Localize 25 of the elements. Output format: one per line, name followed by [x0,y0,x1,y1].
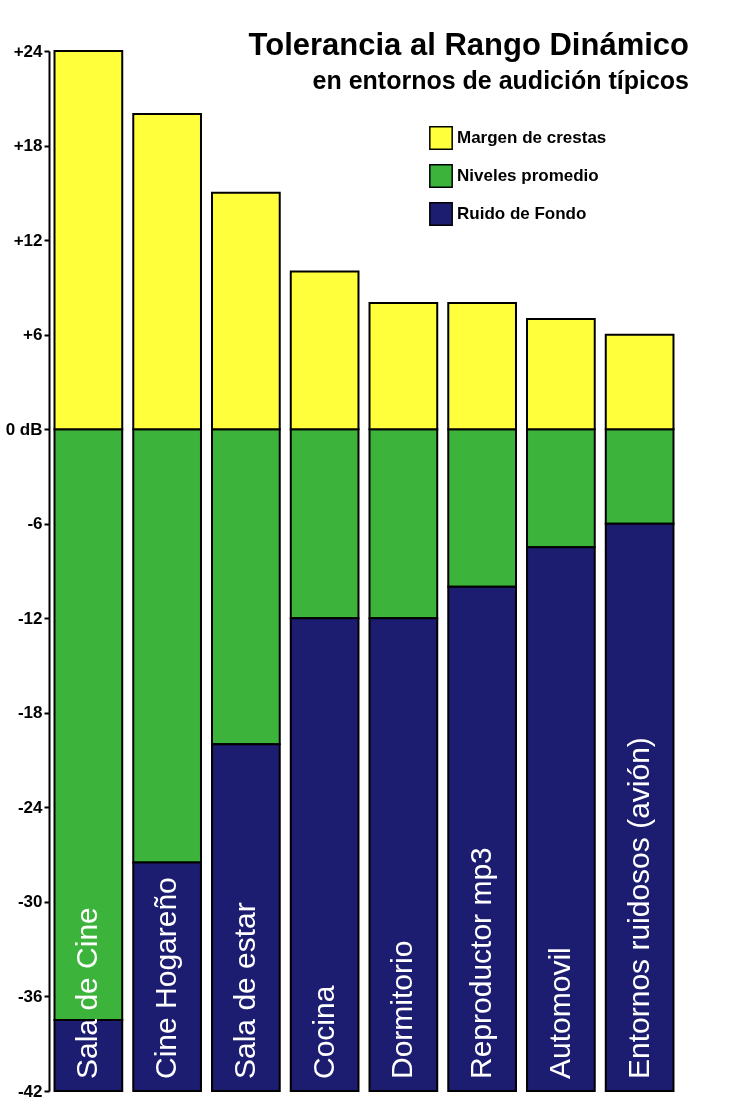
x-tick-label: Cocina [306,985,340,1079]
y-tick-label: -42 [17,1081,43,1099]
y-tick-label: +24 [13,41,44,61]
y-tick-label: -36 [17,986,43,1006]
y-tick-label: -18 [17,703,43,723]
y-tick-label: -24 [17,797,44,817]
y-tick-label: -30 [17,892,43,912]
text: en entornos de audición típicos [312,66,689,94]
x-tick-label: Cine Hogareño [149,877,183,1079]
y-tick-label: +6 [23,325,43,345]
legend-label: Niveles promedio [457,166,599,185]
x-tick-label: Sala de estar [227,902,261,1079]
x-tick-label: Reproductor mp3 [464,847,498,1079]
chart-title: Tolerancia al Rango Dinámico [248,27,689,62]
x-tick-label: Entornos ruidosos (avión) [621,737,655,1079]
x-tick-label: Automovil [542,947,576,1079]
y-tick-label: -6 [27,514,43,534]
legend-label: Margen de crestas [457,128,607,147]
y-tick-label: +12 [13,230,43,250]
y-tick-label: +18 [13,136,43,156]
x-tick-label: Dormitorio [385,940,419,1079]
y-tick-label: -12 [17,608,43,628]
y-tick-label: 0 dB [5,419,43,439]
legend-label: Ruido de Fondo [457,204,587,223]
x-tick-label: Sala de Cine [70,907,104,1079]
